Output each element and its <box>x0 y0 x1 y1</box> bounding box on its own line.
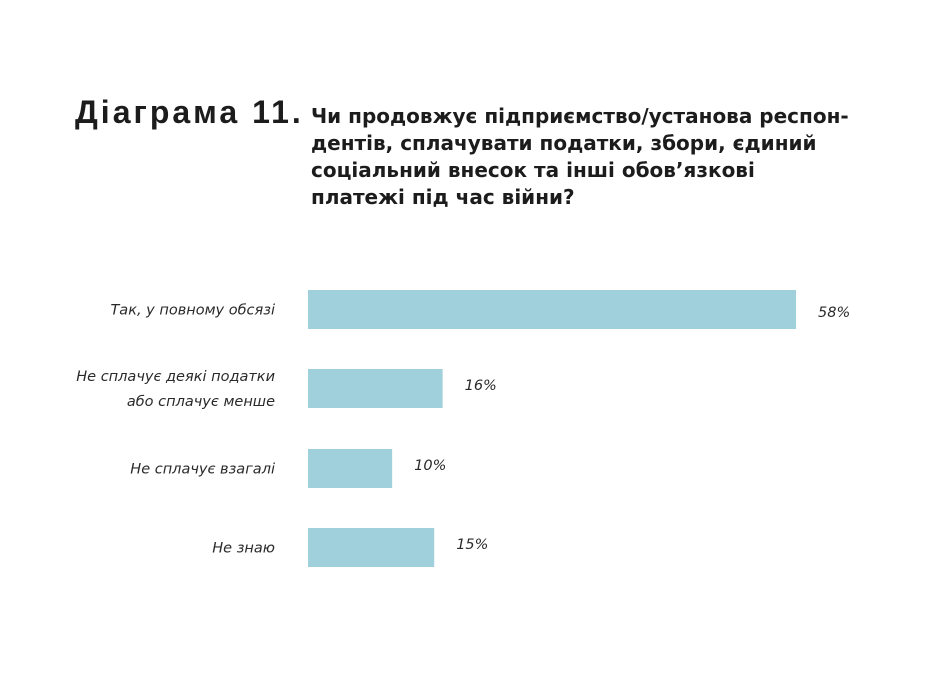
diagram-number: Діаграма 11. <box>75 94 304 130</box>
value-label-3: 10% <box>414 458 446 474</box>
category-label-3: Не сплачує взагалі <box>130 462 275 478</box>
value-label-1: 58% <box>818 305 850 321</box>
bar-3 <box>308 449 393 488</box>
bar-4 <box>308 528 435 567</box>
chart-title: Чи продовжує підприємство/установа респо… <box>311 104 849 209</box>
bar-2 <box>308 369 443 408</box>
category-label-4: Не знаю <box>212 541 275 557</box>
category-label-2-line-2: або сплачує менше <box>127 394 275 410</box>
value-label-4: 15% <box>456 537 488 553</box>
category-label-2-line-1: Не сплачує деякі податки <box>76 369 275 385</box>
value-label-2: 16% <box>465 378 497 394</box>
category-label-1: Так, у повному обсязі <box>110 303 275 319</box>
bar-1 <box>308 290 796 329</box>
